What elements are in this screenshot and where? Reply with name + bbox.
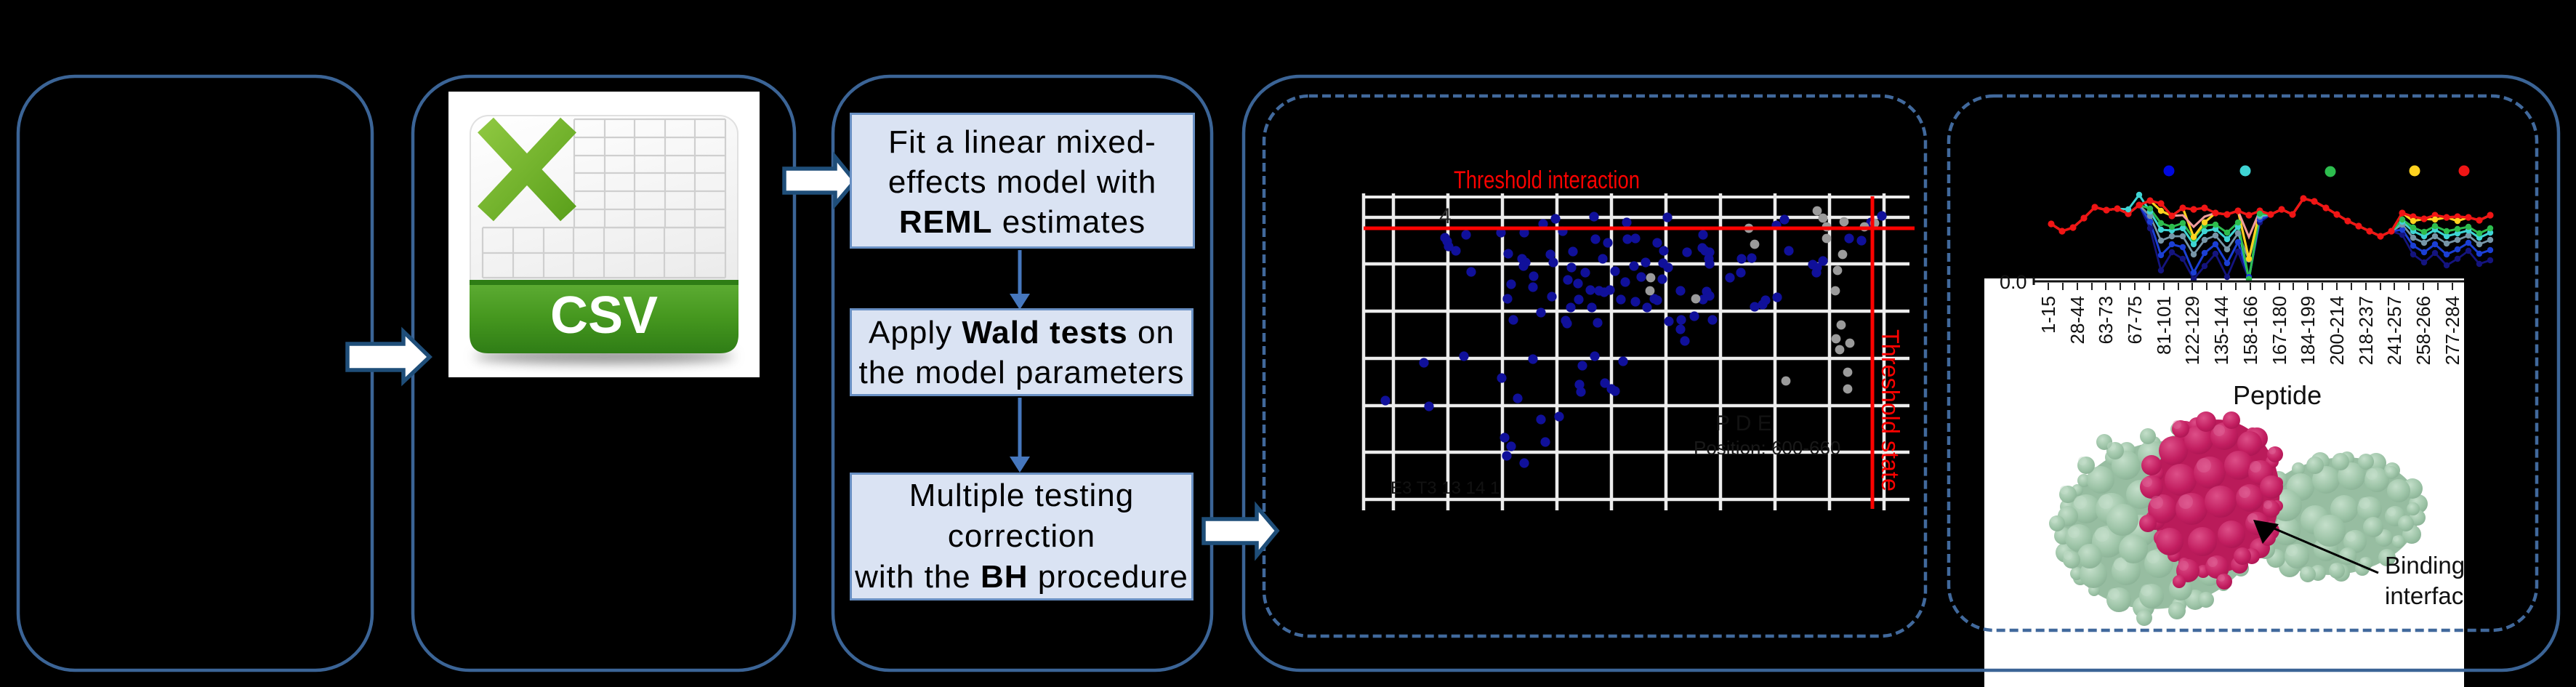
svg-text:67-75: 67-75 xyxy=(2124,296,2146,345)
svg-text:Threshold interaction: Threshold interaction xyxy=(1454,166,1640,194)
svg-text:167-180: 167-180 xyxy=(2269,296,2290,365)
svg-text:184-199: 184-199 xyxy=(2297,296,2319,365)
svg-text:Peptide: Peptide xyxy=(2233,380,2322,410)
svg-text:4: 4 xyxy=(1439,204,1452,228)
svg-text:258-266: 258-266 xyxy=(2412,296,2434,365)
svg-text:0.0: 0.0 xyxy=(2000,271,2027,293)
svg-text:81-101: 81-101 xyxy=(2153,296,2175,355)
svg-text:200-214: 200-214 xyxy=(2326,296,2348,365)
svg-text:Threshold state: Threshold state xyxy=(1876,329,1904,491)
svg-text:28-44: 28-44 xyxy=(2066,296,2088,345)
svg-text:1-15: 1-15 xyxy=(2037,296,2059,334)
svg-text:158-166: 158-166 xyxy=(2239,296,2261,365)
svg-text:interface: interface xyxy=(2385,582,2477,609)
svg-text:63-73: 63-73 xyxy=(2095,296,2117,345)
svg-text:P D E: P D E xyxy=(1715,411,1772,435)
svg-text:135-144: 135-144 xyxy=(2210,296,2232,365)
svg-text:Position: 600-660: Position: 600-660 xyxy=(1694,437,1840,459)
svg-text:CSV: CSV xyxy=(550,286,658,345)
svg-text:Binding: Binding xyxy=(2385,552,2465,579)
svg-text:E3 T3 13 14 1: E3 T3 13 14 1 xyxy=(1390,478,1500,498)
svg-text:277-284: 277-284 xyxy=(2442,296,2463,365)
svg-text:218-237: 218-237 xyxy=(2355,296,2377,365)
svg-text:122-129: 122-129 xyxy=(2181,296,2203,365)
svg-text:241-257: 241-257 xyxy=(2383,296,2405,365)
